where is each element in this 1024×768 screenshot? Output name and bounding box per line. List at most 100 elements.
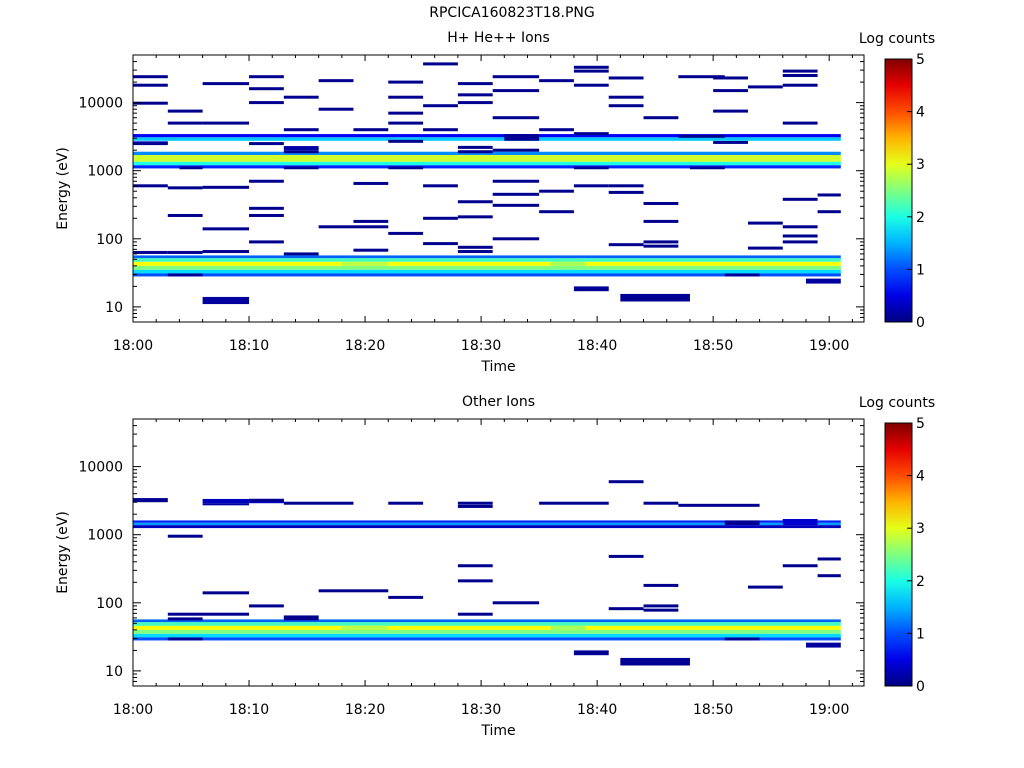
- colorbar-tick-label: 4: [916, 105, 925, 121]
- energy-band: [805, 278, 841, 284]
- colorbar-tick-label: 1: [916, 626, 925, 642]
- count-streak: [782, 197, 818, 201]
- energy-band: [133, 498, 168, 503]
- x-tick-label: 18:50: [693, 702, 733, 718]
- count-streak: [492, 203, 540, 207]
- count-streak: [353, 225, 389, 229]
- y-tick-label: 100: [96, 232, 123, 248]
- count-streak: [539, 128, 574, 132]
- count-streak: [678, 134, 725, 138]
- energy-band: [620, 293, 690, 302]
- count-streak: [782, 240, 818, 244]
- energy-band: [550, 625, 586, 630]
- energy-band: [724, 273, 760, 277]
- count-streak: [283, 95, 319, 99]
- count-streak: [283, 150, 319, 154]
- count-streak: [133, 101, 168, 105]
- count-streak: [283, 501, 354, 505]
- count-streak: [249, 142, 284, 146]
- count-streak: [782, 225, 818, 229]
- count-streak: [643, 583, 679, 587]
- colorbar: [884, 58, 913, 323]
- count-streak: [457, 501, 493, 505]
- count-streak: [643, 604, 679, 608]
- x-tick-label: 19:00: [809, 338, 849, 354]
- count-streak: [249, 206, 284, 210]
- count-streak: [133, 250, 168, 254]
- count-streak: [249, 101, 284, 105]
- count-streak: [353, 181, 389, 185]
- count-streak: [678, 503, 760, 507]
- colorbar: [884, 422, 913, 687]
- colorbar-tick-label: 4: [916, 469, 925, 485]
- energy-band: [341, 625, 389, 630]
- energy-band: [283, 146, 319, 151]
- x-tick-label: 18:40: [577, 702, 617, 718]
- x-axis-label: Time: [480, 723, 515, 739]
- count-streak: [388, 121, 424, 125]
- colorbar-tick-label: 5: [916, 52, 925, 68]
- count-streak: [608, 554, 644, 558]
- count-streak: [643, 608, 679, 612]
- count-streak: [573, 69, 609, 73]
- energy-band: [133, 637, 841, 641]
- count-streak: [678, 75, 725, 79]
- count-streak: [539, 501, 609, 505]
- count-streak: [423, 128, 458, 132]
- panel-title: H+ He++ Ions: [447, 30, 550, 46]
- count-streak: [747, 221, 783, 225]
- count-streak: [457, 82, 493, 86]
- count-streak: [608, 243, 644, 247]
- energy-band: [133, 155, 841, 162]
- colorbar-tick-label: 3: [916, 521, 925, 537]
- count-streak: [353, 248, 389, 252]
- count-streak: [492, 601, 540, 605]
- count-streak: [608, 104, 644, 108]
- count-streak: [423, 184, 458, 188]
- energy-band: [133, 151, 841, 156]
- count-streak: [817, 210, 841, 214]
- count-streak: [388, 231, 424, 235]
- count-streak: [608, 190, 644, 194]
- count-streak: [492, 89, 540, 93]
- count-streak: [283, 252, 319, 256]
- energy-band: [573, 166, 609, 170]
- colorbar-tick-label: 2: [916, 574, 925, 590]
- energy-band: [550, 261, 586, 266]
- count-streak: [388, 95, 424, 99]
- count-streak: [318, 589, 389, 593]
- page-title: RPCICA160823T18.PNG: [429, 5, 595, 21]
- plot-frame: [132, 54, 865, 323]
- count-streak: [249, 604, 284, 608]
- count-streak: [202, 250, 250, 254]
- energy-band: [202, 503, 250, 506]
- count-streak: [643, 116, 679, 120]
- heatmap-layer: [133, 62, 841, 305]
- energy-band: [133, 258, 841, 262]
- count-streak: [167, 213, 203, 217]
- count-streak: [713, 89, 748, 93]
- count-streak: [573, 184, 609, 188]
- energy-band: [133, 273, 841, 277]
- x-tick-label: 19:00: [809, 702, 849, 718]
- count-streak: [388, 595, 424, 599]
- x-tick-label: 18:50: [693, 338, 733, 354]
- energy-band: [724, 520, 760, 526]
- count-streak: [457, 612, 493, 616]
- energy-band: [133, 520, 841, 523]
- count-streak: [318, 225, 354, 229]
- panel-title: Other Ions: [462, 394, 535, 410]
- count-streak: [423, 242, 458, 246]
- energy-band: [133, 137, 841, 141]
- x-tick-label: 18:30: [461, 338, 501, 354]
- energy-band: [202, 498, 284, 504]
- plot-frame: [132, 418, 865, 687]
- colorbar-label: Log counts: [859, 395, 935, 411]
- y-tick-label: 10: [105, 664, 123, 680]
- count-streak: [318, 79, 354, 83]
- count-streak: [457, 245, 493, 249]
- energy-band: [504, 134, 540, 141]
- count-streak: [202, 82, 250, 86]
- x-tick-label: 18:40: [577, 338, 617, 354]
- count-streak: [249, 498, 284, 502]
